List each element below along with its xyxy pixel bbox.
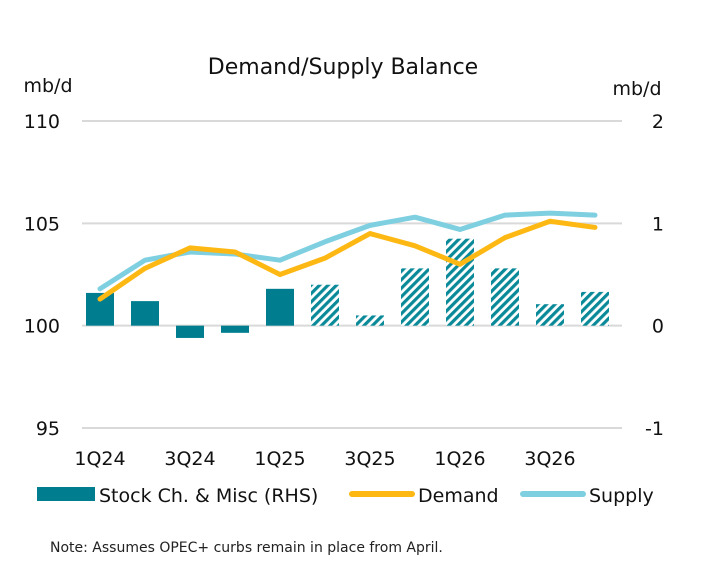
legend-swatch-stock-change xyxy=(37,487,95,501)
left-axis-tick-label: 105 xyxy=(24,213,60,235)
x-tick-label: 1Q24 xyxy=(74,448,125,470)
legend-label-demand: Demand xyxy=(418,485,499,507)
stock-change-bar xyxy=(266,288,294,326)
stock-change-bar xyxy=(176,325,204,338)
left-axis-tick-label: 95 xyxy=(36,418,60,440)
x-tick-label: 3Q24 xyxy=(164,448,215,470)
legend-label-supply: Supply xyxy=(589,485,654,507)
stock-change-bar xyxy=(401,268,429,326)
series-lines xyxy=(97,210,598,302)
left-axis-ticks: 95 100 105 110 xyxy=(24,111,60,440)
stock-change-bar xyxy=(536,304,564,326)
stock-change-bar xyxy=(221,325,249,333)
right-axis-tick-label: 1 xyxy=(652,213,664,235)
series-line-demand xyxy=(97,218,598,302)
stock-change-bar xyxy=(581,291,609,326)
left-axis-tick-label: 110 xyxy=(24,111,60,133)
left-axis-unit: mb/d xyxy=(23,75,72,97)
right-axis-tick-label: -1 xyxy=(645,418,664,440)
right-axis-tick-label: 0 xyxy=(652,316,664,338)
footnote: Note: Assumes OPEC+ curbs remain in plac… xyxy=(50,540,443,556)
stock-change-bars xyxy=(86,238,609,338)
stock-change-bar xyxy=(311,284,339,326)
legend-label-stock-change: Stock Ch. & Misc (RHS) xyxy=(99,485,318,507)
stock-change-bar xyxy=(131,301,159,326)
stock-change-bar xyxy=(446,238,474,326)
legend: Stock Ch. & Misc (RHS) Demand Supply xyxy=(37,485,654,507)
x-tick-label: 1Q25 xyxy=(254,448,305,470)
stock-change-bar xyxy=(491,268,519,326)
right-axis-ticks: -1 0 1 2 xyxy=(645,111,664,440)
gridlines xyxy=(82,120,622,429)
right-axis-unit: mb/d xyxy=(612,78,661,100)
stock-change-bar xyxy=(356,315,384,326)
x-tick-label: 3Q25 xyxy=(344,448,395,470)
x-tick-label: 3Q26 xyxy=(524,448,575,470)
x-tick-label: 1Q26 xyxy=(434,448,485,470)
x-axis-ticks: 1Q24 3Q24 1Q25 3Q25 1Q26 3Q26 xyxy=(74,448,575,470)
series-line-supply xyxy=(97,210,598,292)
left-axis-tick-label: 100 xyxy=(24,316,60,338)
right-axis-tick-label: 2 xyxy=(652,111,664,133)
chart-title: Demand/Supply Balance xyxy=(208,55,478,80)
